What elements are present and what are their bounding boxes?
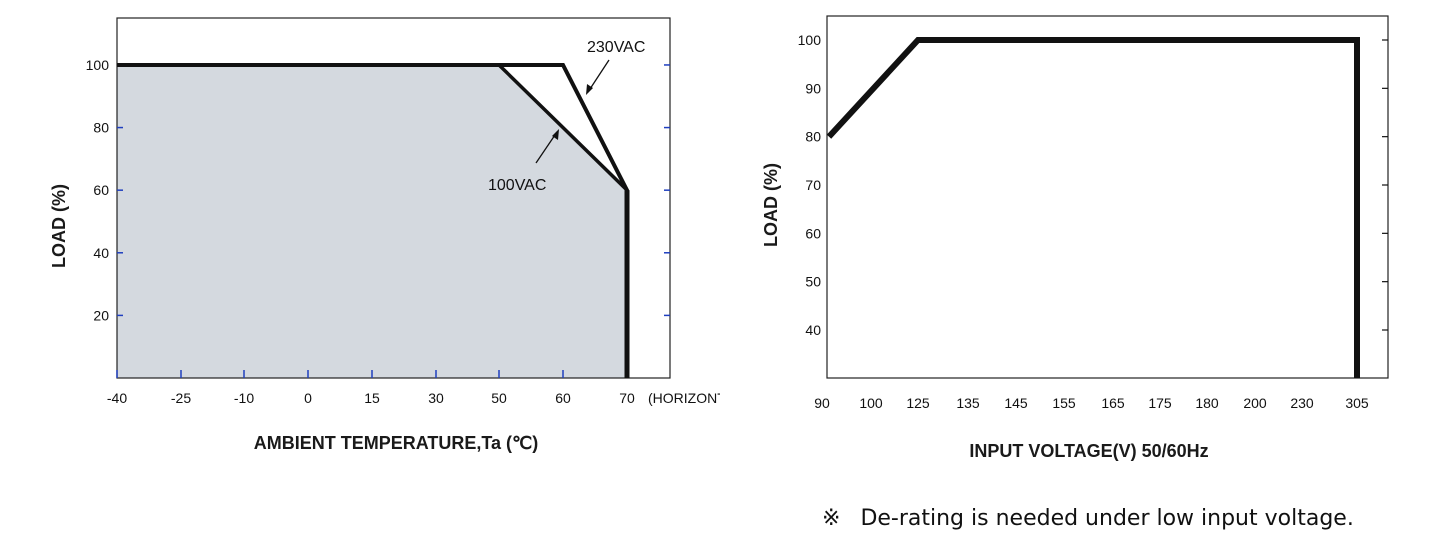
derating-note: ※ De-rating is needed under low input vol… — [822, 506, 1354, 531]
y-tick-label: 80 — [93, 120, 109, 136]
x-tick-label: 50 — [491, 390, 507, 406]
arrow-230vac — [587, 59, 610, 93]
annotation-100vac: 100VAC — [488, 177, 546, 194]
y-tick-label: 20 — [93, 307, 109, 323]
x-tick-label: 30 — [428, 390, 444, 406]
y-tick-label: 90 — [805, 80, 821, 96]
arrowhead-230vac — [586, 84, 593, 95]
x-tick-label: -10 — [234, 390, 254, 406]
y-tick-label: 40 — [805, 322, 821, 338]
y-tick-label: 70 — [805, 177, 821, 193]
x-tick-suffix: (HORIZONTAL) — [648, 390, 720, 406]
x-axis-title: AMBIENT TEMPERATURE,Ta (℃) — [254, 433, 539, 453]
y-tick-label: 100 — [86, 57, 110, 73]
x-tick-label: -40 — [107, 390, 127, 406]
y-tick-label: 80 — [805, 129, 821, 145]
arrowhead-100vac — [552, 129, 559, 140]
y-axis-title: LOAD (%) — [761, 163, 781, 247]
x-tick-label: 70 — [619, 390, 635, 406]
x-tick-label: 90 — [814, 395, 830, 411]
x-tick-label: 155 — [1052, 395, 1076, 411]
x-tick-label: 180 — [1195, 395, 1219, 411]
x-tick-label: 0 — [304, 390, 312, 406]
arrow-100vac — [535, 131, 558, 164]
x-tick-label: 125 — [906, 395, 930, 411]
y-tick-label: 40 — [93, 245, 109, 261]
input-voltage-derating-chart: 40 50 60 70 80 90 100 90 100 125 135 145 155 165 175 18… — [761, 15, 1389, 461]
x-tick-label: 135 — [956, 395, 980, 411]
plot-frame — [116, 17, 671, 379]
y-axis-title: LOAD (%) — [49, 184, 69, 268]
reference-mark-icon: ※ — [822, 506, 841, 531]
plot-frame — [826, 15, 1389, 379]
x-tick-label: -25 — [171, 390, 191, 406]
x-tick-label: 200 — [1243, 395, 1267, 411]
annotation-230vac: 230VAC — [587, 39, 645, 56]
x-tick-label: 305 — [1345, 395, 1369, 411]
x-tick-label: 15 — [364, 390, 380, 406]
y-tick-label: 50 — [805, 274, 821, 290]
operating-area — [117, 64, 627, 379]
x-tick-label: 230 — [1290, 395, 1314, 411]
series-line-100vac — [497, 63, 629, 192]
x-axis-title: INPUT VOLTAGE(V) 50/60Hz — [969, 441, 1208, 461]
y-tick-label: 60 — [805, 225, 821, 241]
temperature-derating-chart: 20 40 60 80 100 -40 -25 -10 0 15 30 50 60 70 (HORIZONT… — [49, 17, 720, 453]
y-tick-label: 100 — [798, 32, 822, 48]
y-tick-label: 60 — [93, 182, 109, 198]
x-tick-label: 100 — [859, 395, 883, 411]
series-line-input-voltage — [826, 37, 1360, 378]
x-tick-label: 165 — [1101, 395, 1125, 411]
derating-note-text: De-rating is needed under low input volt… — [860, 506, 1354, 531]
x-tick-label: 145 — [1004, 395, 1028, 411]
x-tick-label: 60 — [555, 390, 571, 406]
x-tick-label: 175 — [1148, 395, 1172, 411]
